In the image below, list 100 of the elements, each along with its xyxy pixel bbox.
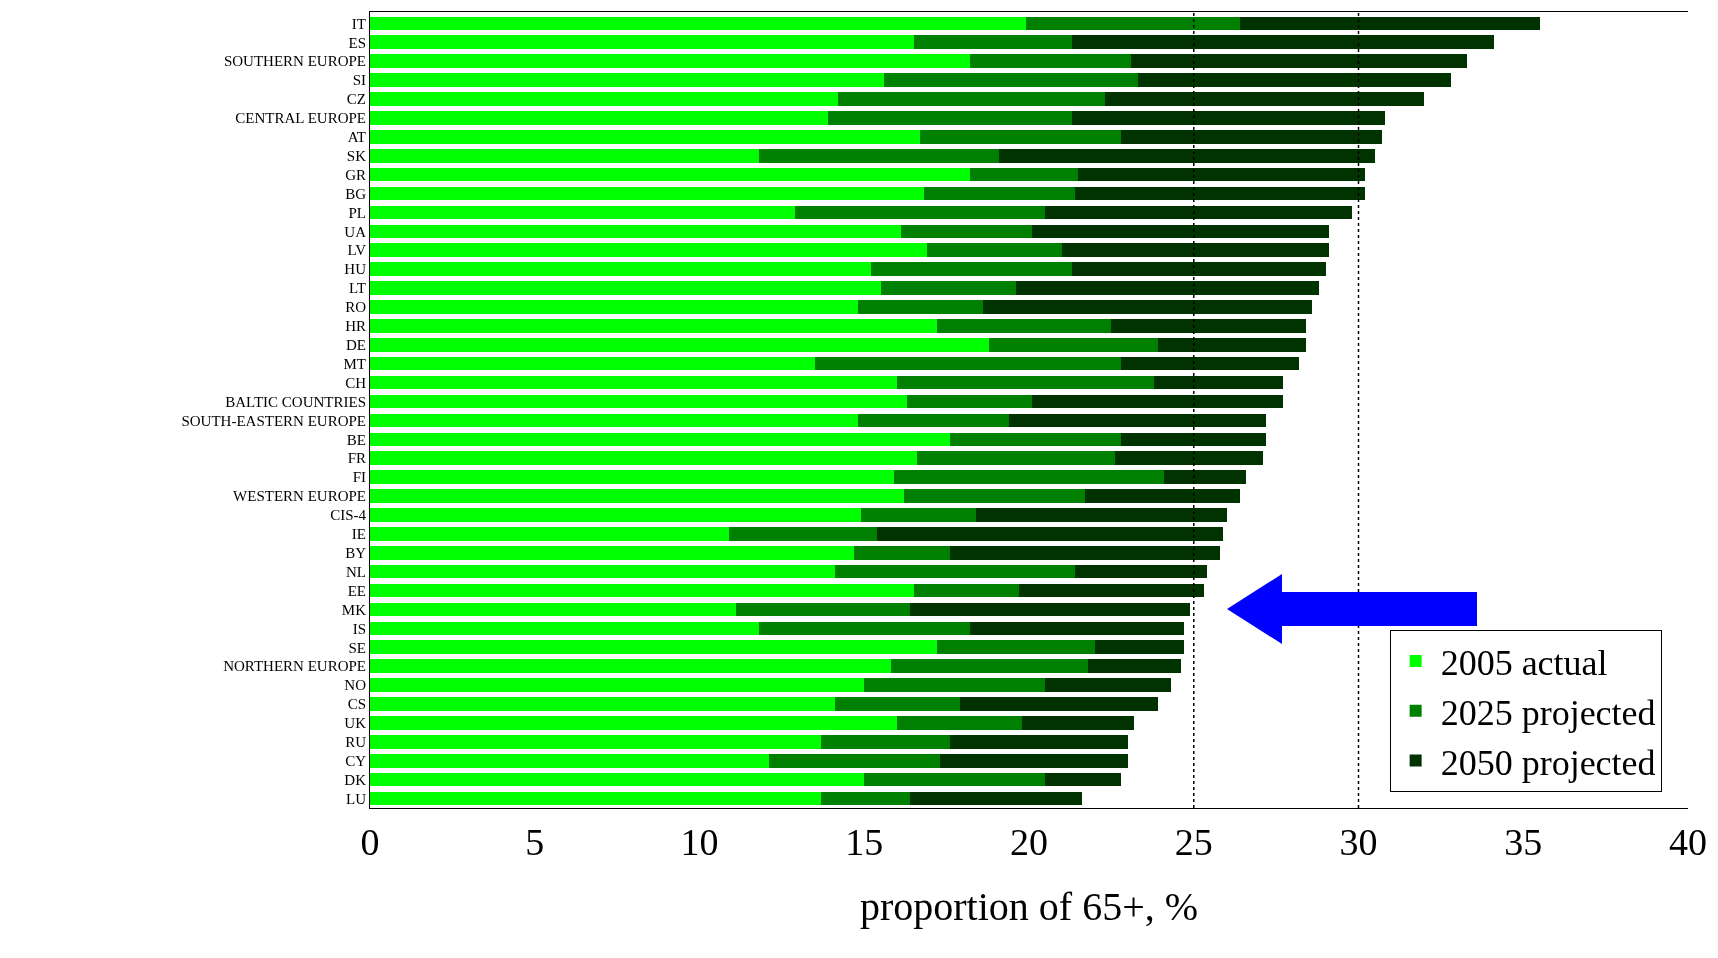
bar [959, 697, 1158, 711]
y-tick-label: CS [347, 696, 366, 713]
x-tick-label: 40 [1669, 820, 1707, 863]
bar [1157, 337, 1306, 352]
bar [735, 602, 911, 617]
x-tick-label: 20 [1010, 820, 1048, 863]
y-tick-label: IT [351, 15, 366, 32]
y-tick-label: BALTIC COUNTRIES [225, 393, 366, 410]
bar [976, 508, 1227, 522]
y-tick-label: DE [346, 337, 366, 354]
y-tick-label: SOUTH-EASTERN EUROPE [181, 412, 366, 429]
bar [370, 545, 855, 560]
bar [949, 735, 1128, 749]
x-tick-label: 5 [525, 820, 545, 863]
x-tick-label: 35 [1504, 820, 1543, 863]
bar [864, 678, 1046, 692]
bar [920, 129, 1122, 144]
bar [884, 73, 1138, 87]
bar [1015, 281, 1319, 295]
bar [370, 243, 927, 258]
bar [370, 92, 838, 106]
y-tick-label: UK [344, 715, 367, 732]
bar [1071, 111, 1385, 125]
bar [880, 281, 1016, 295]
bar [370, 716, 898, 730]
x-tick-label: 10 [680, 820, 719, 863]
y-tick-label: SOUTHERN EUROPE [223, 53, 366, 70]
bar [821, 791, 911, 806]
bar [854, 545, 950, 560]
bar [1045, 772, 1122, 787]
y-tick-label: AT [347, 129, 366, 146]
bar [907, 394, 1033, 409]
y-tick-label: BY [345, 545, 367, 561]
bar [1061, 243, 1329, 258]
bar [916, 451, 1115, 466]
y-tick-label: PL [348, 204, 366, 221]
y-tick-label: MT [343, 355, 366, 372]
bar [834, 697, 960, 711]
y-tick-label: MK [341, 601, 367, 618]
bar [1085, 489, 1240, 503]
y-tick-label: SE [348, 639, 366, 656]
bar [370, 375, 898, 390]
bar [936, 640, 1095, 655]
bar [1071, 262, 1326, 276]
y-tick-label: FR [347, 450, 366, 467]
bar [1104, 92, 1425, 106]
bar [893, 470, 1165, 484]
bar [370, 129, 921, 144]
bar [1032, 394, 1283, 409]
bar [949, 432, 1122, 447]
y-tick-label: CIS-4 [330, 507, 367, 524]
bar [795, 205, 1046, 220]
bar [834, 564, 1076, 579]
bar [1164, 470, 1247, 484]
bar [949, 545, 1221, 560]
bar [890, 659, 1089, 673]
bar [370, 54, 970, 68]
x-tick-label: 30 [1339, 820, 1378, 863]
bar [910, 791, 1082, 806]
y-tick-label: IE [351, 526, 366, 543]
bar [370, 167, 970, 182]
bar [923, 186, 1076, 201]
bar [370, 527, 730, 541]
bar [370, 735, 822, 749]
y-tick-label: LT [349, 280, 366, 297]
bar [940, 753, 1128, 768]
x-tick-label: 15 [845, 820, 884, 863]
legend-label: 2005 actual [1440, 643, 1608, 684]
bar [370, 772, 865, 787]
bar [1032, 224, 1329, 239]
bar [370, 300, 858, 314]
bar [1025, 16, 1240, 31]
bar [1121, 356, 1300, 371]
bar [828, 111, 1072, 125]
bar [768, 753, 941, 768]
y-tick-label: NO [344, 677, 367, 694]
bar [370, 432, 950, 447]
bar [1078, 167, 1366, 182]
legend-label: 2025 projected [1440, 692, 1656, 733]
x-tick-label: 25 [1174, 820, 1213, 863]
bar [370, 508, 861, 522]
y-tick-label: IS [352, 620, 366, 637]
y-tick-label: CH [345, 374, 367, 391]
bar [370, 224, 901, 239]
bar [1121, 432, 1267, 447]
y-tick-label: SK [346, 147, 367, 164]
bar [370, 319, 937, 333]
bar [370, 470, 894, 484]
bar [857, 413, 1010, 428]
bar [1137, 73, 1451, 87]
bar [370, 413, 858, 428]
bar [1022, 716, 1135, 730]
bar [370, 564, 835, 579]
y-tick-label: CY [345, 752, 367, 769]
bar [1075, 186, 1366, 201]
y-tick-label: CZ [346, 91, 366, 108]
bar [370, 186, 924, 201]
y-tick-label: UA [344, 223, 367, 240]
bar [370, 791, 822, 806]
bar [370, 451, 917, 466]
